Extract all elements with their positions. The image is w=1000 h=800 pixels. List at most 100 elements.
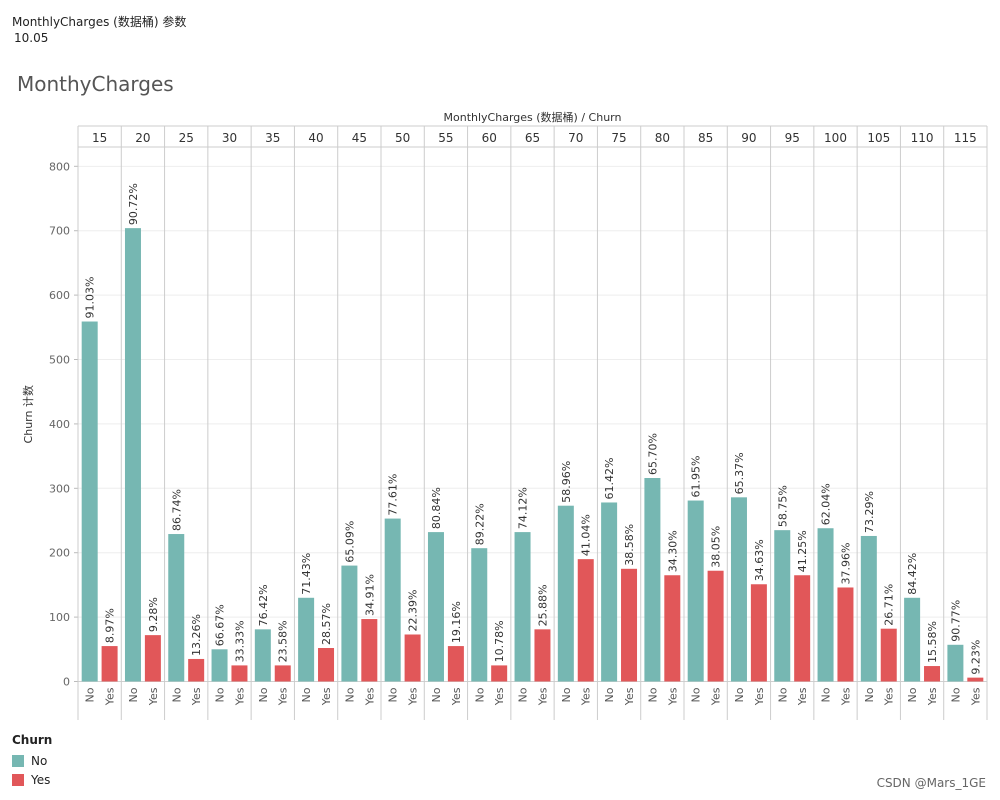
- bar-40-no: [298, 597, 315, 682]
- sub-label-35-no: No: [257, 687, 270, 702]
- legend-item-yes[interactable]: Yes: [12, 770, 52, 789]
- bar-40-yes: [318, 648, 335, 682]
- sub-label-55-yes: Yes: [450, 687, 463, 706]
- sub-label-15-yes: Yes: [104, 687, 117, 706]
- sub-label-95-yes: Yes: [796, 687, 809, 706]
- category-label-15: 15: [92, 131, 107, 145]
- data-label-45-no: 65.09%: [343, 521, 356, 563]
- bar-90-no: [730, 497, 747, 682]
- data-label-65-no: 74.12%: [517, 487, 530, 529]
- sub-label-40-yes: Yes: [320, 687, 333, 706]
- parameter-value[interactable]: 10.05: [14, 31, 49, 45]
- bar-70-no: [557, 505, 574, 682]
- sub-label-95-no: No: [776, 687, 789, 702]
- bar-80-no: [644, 478, 661, 682]
- sub-label-115-yes: Yes: [969, 687, 982, 706]
- bar-50-yes: [404, 634, 421, 682]
- sub-label-60-yes: Yes: [493, 687, 506, 706]
- legend: Churn No Yes: [12, 733, 52, 789]
- data-label-55-yes: 19.16%: [450, 601, 463, 643]
- data-label-80-no: 65.70%: [646, 433, 659, 475]
- sub-label-70-yes: Yes: [580, 687, 593, 706]
- bar-115-no: [947, 644, 964, 682]
- data-label-60-no: 89.22%: [473, 503, 486, 545]
- sub-label-25-yes: Yes: [190, 687, 203, 706]
- data-label-75-yes: 38.58%: [623, 524, 636, 566]
- legend-item-no[interactable]: No: [12, 751, 52, 770]
- data-label-45-yes: 34.91%: [363, 574, 376, 616]
- bar-85-yes: [707, 570, 724, 682]
- category-label-50: 50: [395, 131, 410, 145]
- category-label-115: 115: [954, 131, 977, 145]
- column-header-title: MonthlyCharges (数据桶) / Churn: [444, 110, 622, 124]
- legend-title: Churn: [12, 733, 53, 747]
- category-label-100: 100: [824, 131, 847, 145]
- data-label-110-no: 84.42%: [906, 553, 919, 595]
- data-label-15-yes: 8.97%: [104, 608, 117, 643]
- data-label-50-yes: 22.39%: [407, 590, 420, 632]
- data-label-15-no: 91.03%: [84, 277, 97, 319]
- data-label-55-no: 80.84%: [430, 487, 443, 529]
- bar-30-yes: [231, 665, 248, 682]
- sub-label-85-yes: Yes: [710, 687, 723, 706]
- bar-95-no: [774, 530, 791, 682]
- sub-label-75-no: No: [603, 687, 616, 702]
- sub-label-30-yes: Yes: [233, 687, 246, 706]
- category-label-65: 65: [525, 131, 540, 145]
- category-label-80: 80: [655, 131, 670, 145]
- category-label-70: 70: [568, 131, 583, 145]
- data-label-25-yes: 13.26%: [190, 614, 203, 656]
- data-label-115-yes: 9.23%: [969, 640, 982, 675]
- data-label-90-no: 65.37%: [733, 452, 746, 494]
- data-label-20-no: 90.72%: [127, 183, 140, 225]
- sub-label-20-yes: Yes: [147, 687, 160, 706]
- legend-label-yes: Yes: [31, 772, 51, 787]
- sub-label-35-yes: Yes: [277, 687, 290, 706]
- sub-label-15-no: No: [84, 687, 97, 702]
- data-label-90-yes: 34.63%: [753, 539, 766, 581]
- bar-105-yes: [880, 628, 897, 682]
- bar-35-no: [254, 629, 271, 682]
- bar-105-no: [860, 535, 877, 682]
- category-label-55: 55: [438, 131, 453, 145]
- data-label-110-yes: 15.58%: [926, 621, 939, 663]
- category-label-95: 95: [785, 131, 800, 145]
- bar-30-no: [211, 649, 228, 682]
- bar-50-no: [384, 518, 401, 682]
- bar-85-no: [687, 500, 704, 682]
- data-label-95-yes: 41.25%: [796, 530, 809, 572]
- legend-label-no: No: [31, 753, 48, 768]
- bar-100-no: [817, 528, 834, 682]
- sub-label-40-no: No: [300, 687, 313, 702]
- bar-65-no: [514, 532, 531, 682]
- bar-20-no: [124, 228, 141, 682]
- sub-label-65-no: No: [517, 687, 530, 702]
- data-label-75-no: 61.42%: [603, 458, 616, 500]
- category-label-20: 20: [135, 131, 150, 145]
- sub-label-90-yes: Yes: [753, 687, 766, 706]
- bar-60-no: [471, 548, 488, 682]
- data-label-65-yes: 25.88%: [536, 584, 549, 626]
- data-label-115-no: 90.77%: [949, 600, 962, 642]
- y-tick-label-700: 700: [49, 225, 70, 238]
- bar-65-yes: [534, 629, 551, 682]
- bar-35-yes: [274, 665, 291, 682]
- y-tick-label-0: 0: [63, 676, 70, 689]
- data-label-30-no: 66.67%: [214, 604, 227, 646]
- data-label-85-no: 61.95%: [690, 456, 703, 498]
- y-tick-label-500: 500: [49, 354, 70, 367]
- data-label-60-yes: 10.78%: [493, 620, 506, 662]
- bar-100-yes: [837, 587, 854, 682]
- y-tick-label-200: 200: [49, 547, 70, 560]
- data-label-100-no: 62.04%: [820, 483, 833, 525]
- category-label-25: 25: [179, 131, 194, 145]
- legend-swatch-yes: [12, 773, 24, 786]
- bar-80-yes: [664, 575, 681, 682]
- sub-label-100-yes: Yes: [839, 687, 852, 706]
- sub-label-80-yes: Yes: [666, 687, 679, 706]
- data-label-105-no: 73.29%: [863, 491, 876, 533]
- bar-15-no: [81, 321, 98, 682]
- sub-label-55-no: No: [430, 687, 443, 702]
- bar-90-yes: [750, 584, 767, 682]
- category-label-40: 40: [308, 131, 323, 145]
